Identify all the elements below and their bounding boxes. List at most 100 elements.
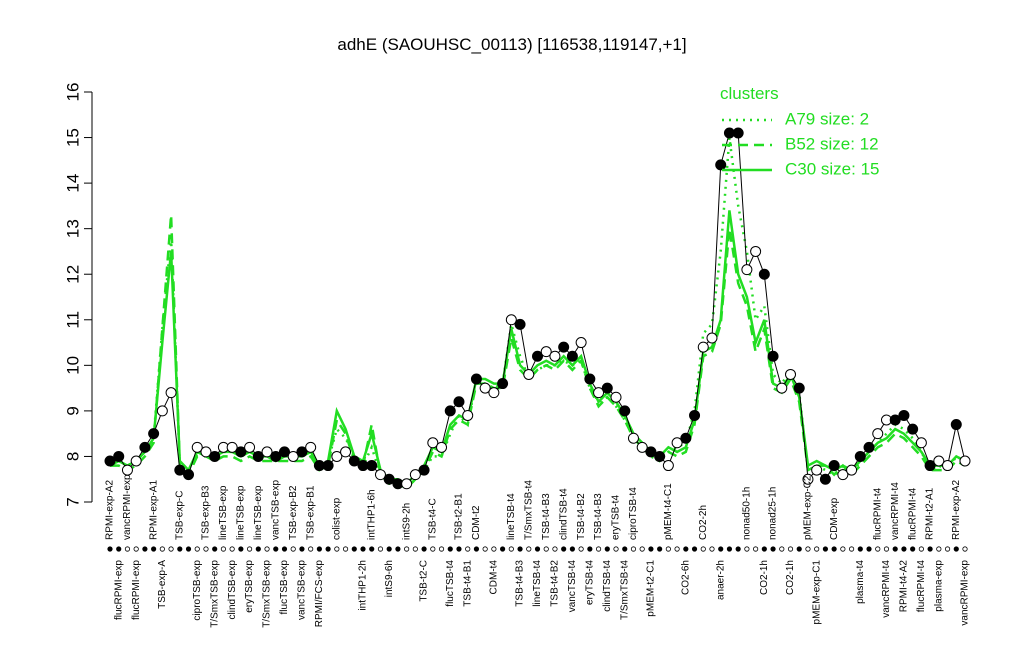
x-tick-label: plasma-exp — [933, 560, 944, 612]
x-tick-label: T/SmxTSB-exp — [262, 560, 273, 628]
data-point — [706, 332, 718, 344]
x-tick-label: vancTSB-exp — [297, 560, 308, 620]
data-point — [662, 460, 674, 472]
data-point — [636, 441, 648, 453]
x-tick-label: pMEM-t4-C1 — [663, 483, 674, 540]
data-point — [950, 419, 962, 431]
x-tick-label: CDM-t2 — [471, 505, 482, 540]
rug-dot — [561, 546, 567, 552]
rug-dot — [840, 546, 846, 552]
x-tick-label: CDM-exp — [829, 497, 840, 540]
rug-dot — [159, 546, 165, 552]
rug-dot — [212, 546, 218, 552]
x-tick-label: eryTSB-exp — [244, 560, 255, 613]
rug-dot — [691, 546, 698, 552]
x-tick-label: lineTSB-exp — [218, 485, 229, 540]
x-tick-label: vancTSB-exp — [270, 480, 281, 540]
x-tick-label: CDM-t4 — [489, 560, 500, 595]
data-point — [828, 460, 840, 472]
data-point — [942, 460, 954, 472]
y-tick-label: 13 — [63, 219, 82, 238]
rug-dot — [866, 546, 872, 552]
data-point — [566, 350, 578, 362]
x-tick-label: CO2-6h — [680, 560, 691, 595]
data-point — [436, 441, 448, 453]
data-point — [758, 268, 770, 280]
rug-dot — [735, 546, 741, 552]
rug-dot — [246, 546, 253, 552]
rug-dot — [473, 546, 480, 552]
data-point — [741, 264, 753, 276]
y-tick-label: 11 — [63, 311, 82, 329]
x-tick-label: TSB-exp-B2 — [288, 485, 299, 540]
x-tick-label: intS9-6h — [384, 560, 395, 597]
x-tick-label: RPMI-exp-A2 — [105, 480, 116, 540]
x-tick-label: nonad25-1h — [768, 487, 779, 540]
legend-label: C30 size: 15 — [785, 159, 880, 178]
x-tick-label: clindTSB-exp — [227, 560, 238, 620]
rug-dot — [875, 546, 881, 552]
x-tick-label: TSB-t4-B3 — [541, 493, 552, 540]
rug-dot — [927, 546, 933, 552]
x-tick-label: T/SmxTSB-exp — [209, 560, 220, 628]
y-tick-label: 10 — [63, 356, 82, 375]
x-tick-label: ciproTSB-t4 — [628, 487, 639, 540]
data-point — [689, 409, 701, 421]
data-point — [174, 464, 186, 476]
rug-dot — [787, 546, 794, 552]
rug-dot — [848, 546, 855, 552]
data-point — [959, 455, 971, 467]
x-tick-label: nonad50-1h — [742, 487, 753, 540]
x-tick-label: T/SmxTSB-t4 — [523, 480, 534, 540]
rug-dot — [229, 546, 235, 552]
x-tick-label: plasma-t4 — [855, 560, 866, 604]
data-point — [139, 441, 151, 453]
rug-dot — [430, 546, 436, 552]
rug-dot — [290, 546, 296, 552]
cluster-line — [109, 210, 966, 486]
data-point — [488, 387, 500, 399]
x-tick-label: TSB-t4-B2 — [550, 560, 561, 607]
data-point — [322, 460, 334, 472]
x-tick-label: flucRPMI-t4 — [916, 560, 927, 613]
data-point — [453, 396, 465, 408]
data-point — [584, 373, 596, 385]
rug-dot — [238, 546, 244, 552]
data-point — [732, 127, 744, 139]
data-point — [104, 455, 116, 467]
data-point — [165, 387, 177, 399]
data-point — [366, 460, 378, 472]
data-point — [654, 450, 666, 462]
x-tick-label: intTHP1-2h — [358, 560, 369, 611]
data-point — [793, 382, 805, 394]
x-tick-label: ciproTSB-exp — [192, 560, 203, 621]
rug-dot — [857, 546, 863, 552]
data-point — [200, 446, 212, 458]
data-point — [148, 428, 160, 440]
rug-dot — [639, 546, 645, 552]
data-point — [715, 159, 727, 171]
rug-dot — [308, 546, 314, 552]
data-point — [348, 455, 360, 467]
rug-dot — [351, 546, 357, 552]
x-tick-label: flucTSB-t4 — [445, 560, 456, 607]
x-tick-label: CO2-1h — [785, 560, 796, 595]
rug-dot — [622, 546, 628, 552]
rug-dot — [264, 546, 270, 552]
rug-dot — [456, 546, 462, 552]
rug-dot — [508, 546, 514, 552]
data-point — [532, 350, 543, 362]
x-tick-label: TSB-t4-B1 — [462, 560, 473, 607]
x-tick-label: lineTSB-exp — [236, 485, 247, 540]
y-tick-label: 7 — [63, 497, 82, 506]
data-point — [427, 437, 439, 449]
rug-dot — [107, 546, 113, 552]
rug-dot — [892, 546, 898, 552]
rug-dot — [151, 546, 157, 552]
data-point — [776, 382, 788, 394]
rug-dot — [630, 546, 637, 552]
rug-dot — [744, 546, 750, 552]
rug-dot — [255, 546, 261, 552]
rug-dot — [814, 546, 820, 552]
data-point — [915, 437, 927, 449]
